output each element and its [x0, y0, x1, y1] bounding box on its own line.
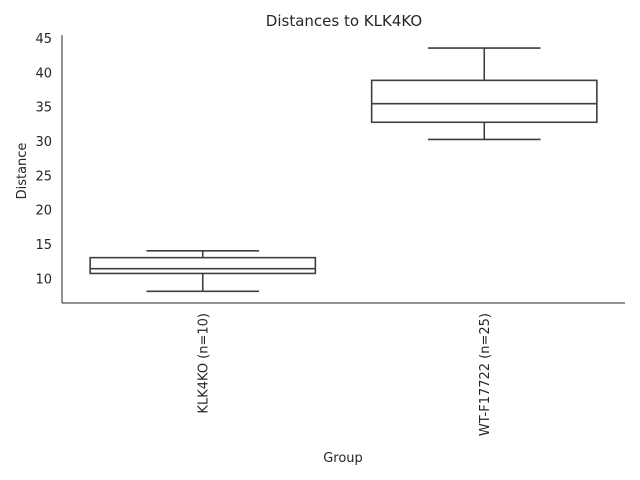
chart-title: Distances to KLK4KO [266, 12, 422, 30]
y-tick-label: 10 [35, 272, 52, 287]
y-axis-ticks: 10 15 20 25 30 35 40 45 [35, 32, 52, 288]
x-tick-label: WT-F17722 (n=25) [478, 313, 493, 436]
y-tick-label: 25 [35, 169, 52, 184]
x-axis-title: Group [323, 451, 363, 466]
x-axis-ticks: KLK4KO (n=10) WT-F17722 (n=25) [196, 313, 493, 436]
x-tick-label: KLK4KO (n=10) [196, 313, 211, 414]
y-axis-title: Distance [15, 143, 30, 200]
box-group [89, 249, 317, 293]
box-series [89, 47, 598, 293]
iqr-box [89, 256, 317, 275]
y-tick-label: 40 [35, 66, 52, 81]
y-tick-label: 30 [35, 135, 52, 150]
iqr-box [370, 79, 598, 124]
y-tick-label: 35 [35, 101, 52, 116]
y-tick-label: 45 [35, 32, 52, 47]
y-tick-label: 15 [35, 238, 52, 253]
y-tick-label: 20 [35, 204, 52, 219]
box-group [370, 47, 598, 141]
